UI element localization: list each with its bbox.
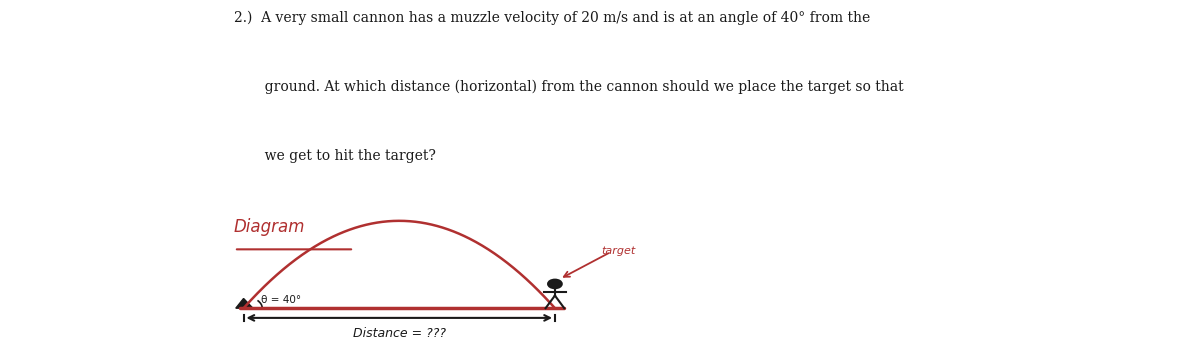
Circle shape [548, 280, 562, 288]
Text: Diagram: Diagram [234, 218, 306, 236]
Text: we get to hit the target?: we get to hit the target? [234, 149, 436, 163]
Text: θ = 40°: θ = 40° [260, 295, 301, 305]
Text: ground. At which distance (horizontal) from the cannon should we place the targe: ground. At which distance (horizontal) f… [234, 80, 904, 95]
Text: target: target [601, 246, 636, 256]
Text: 2.)  A very small cannon has a muzzle velocity of 20 m/s and is at an angle of 4: 2.) A very small cannon has a muzzle vel… [234, 11, 870, 25]
Polygon shape [235, 298, 253, 308]
Text: Distance = ???: Distance = ??? [353, 327, 445, 340]
